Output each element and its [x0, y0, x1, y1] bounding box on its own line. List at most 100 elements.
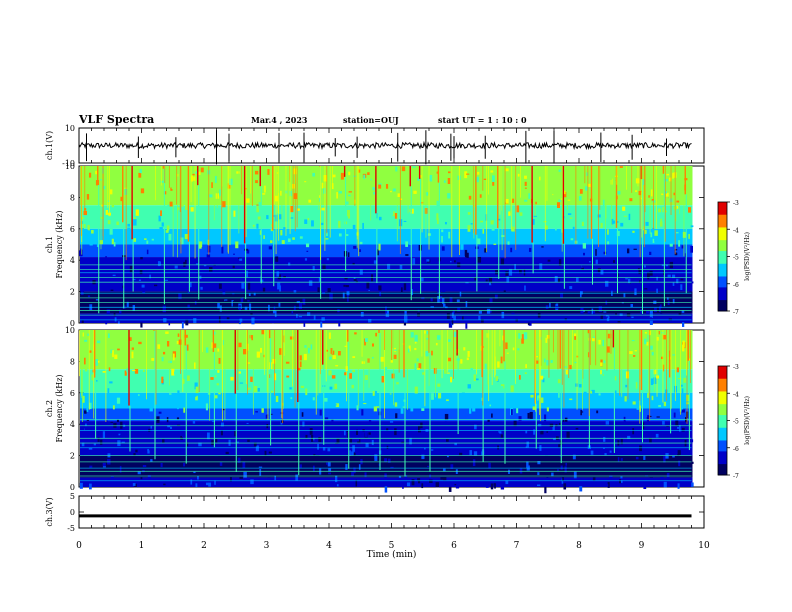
noise-cell — [324, 417, 329, 420]
colorbar-cell — [718, 464, 727, 467]
colorbar-cell — [718, 309, 727, 312]
noise-cell — [138, 401, 140, 408]
noise-cell — [132, 305, 135, 311]
band-rect — [80, 257, 693, 292]
colorbar-cell — [718, 292, 727, 296]
noise-cell — [479, 194, 482, 198]
noise-cell — [347, 301, 350, 309]
noise-cell — [93, 443, 97, 446]
noise-cell — [360, 312, 364, 317]
ch1-signal-line — [78, 140, 692, 151]
noise-cell — [543, 456, 547, 461]
noise-cell — [87, 224, 90, 231]
noise-cell — [516, 408, 519, 414]
noise-cell — [214, 175, 217, 183]
noise-cell — [473, 374, 476, 382]
noise-cell — [656, 239, 660, 241]
noise-cell — [372, 390, 375, 396]
noise-cell — [500, 258, 505, 265]
colorbar-cell — [718, 467, 727, 471]
noise-cell — [576, 437, 579, 441]
noise-cell — [410, 404, 414, 412]
x-tick-label: 3 — [264, 541, 270, 551]
noise-cell — [643, 484, 647, 490]
noise-cell — [472, 200, 476, 207]
noise-cell — [631, 339, 635, 342]
noise-cell — [656, 336, 659, 341]
noise-cell — [688, 358, 691, 361]
noise-cell — [675, 232, 679, 234]
noise-cell — [131, 351, 134, 359]
noise-cell — [264, 185, 266, 193]
noise-cell — [532, 406, 536, 410]
noise-cell — [299, 355, 302, 361]
noise-cell — [511, 226, 515, 232]
noise-cell — [299, 361, 302, 368]
noise-cell — [590, 391, 593, 394]
noise-cell — [303, 280, 306, 285]
colorbar-cell — [718, 252, 727, 256]
noise-cell — [609, 475, 613, 482]
noise-cell — [114, 185, 118, 192]
colorbar-cell — [718, 391, 727, 394]
noise-cell — [81, 320, 84, 324]
noise-cell — [162, 439, 165, 443]
noise-cell — [267, 169, 270, 175]
noise-cell — [371, 439, 374, 446]
noise-cell — [569, 217, 573, 219]
noise-cell — [588, 261, 591, 263]
noise-cell — [566, 400, 569, 405]
noise-cell — [351, 395, 355, 397]
noise-cell — [328, 472, 332, 475]
noise-cell — [449, 296, 453, 303]
noise-cell — [351, 384, 354, 389]
noise-cell — [649, 415, 652, 418]
noise-cell — [552, 425, 555, 431]
noise-cell — [545, 337, 548, 343]
noise-cell — [678, 460, 681, 467]
noise-cell — [401, 441, 405, 444]
noise-cell — [604, 484, 609, 487]
noise-cell — [148, 185, 151, 192]
colorbar-cell — [718, 382, 727, 385]
noise-cell — [89, 361, 93, 368]
noise-cell — [402, 430, 406, 437]
noise-cell — [126, 301, 129, 308]
noise-cell — [214, 375, 217, 378]
x-tick-label: 2 — [201, 541, 207, 551]
noise-cell — [203, 446, 205, 454]
noise-cell — [291, 311, 294, 316]
noise-cell — [534, 201, 537, 205]
noise-cell — [464, 480, 467, 483]
noise-cell — [116, 221, 119, 226]
noise-cell — [567, 213, 572, 215]
noise-cell — [675, 250, 678, 253]
noise-cell — [401, 279, 405, 286]
noise-cell — [367, 210, 369, 213]
noise-cell — [121, 441, 125, 443]
noise-cell — [288, 262, 291, 266]
noise-cell — [459, 333, 462, 340]
noise-cell — [254, 472, 257, 476]
noise-cell — [486, 308, 491, 314]
noise-cell — [157, 448, 161, 452]
noise-cell — [166, 225, 170, 231]
noise-cell — [558, 423, 561, 425]
noise-cell — [246, 198, 250, 203]
noise-cell — [396, 278, 399, 281]
noise-cell — [293, 290, 297, 293]
noise-cell — [537, 472, 540, 476]
noise-cell — [132, 483, 136, 486]
noise-cell — [148, 169, 152, 171]
noise-cell — [187, 281, 190, 287]
y-tick-label: 10 — [65, 162, 75, 171]
noise-cell — [362, 222, 364, 230]
noise-cell — [666, 173, 670, 176]
noise-cell — [353, 431, 356, 438]
noise-cell — [359, 249, 361, 253]
noise-cell — [636, 225, 640, 227]
colorbar-cell — [718, 455, 727, 458]
noise-cell — [226, 317, 230, 320]
noise-cell — [524, 199, 528, 202]
